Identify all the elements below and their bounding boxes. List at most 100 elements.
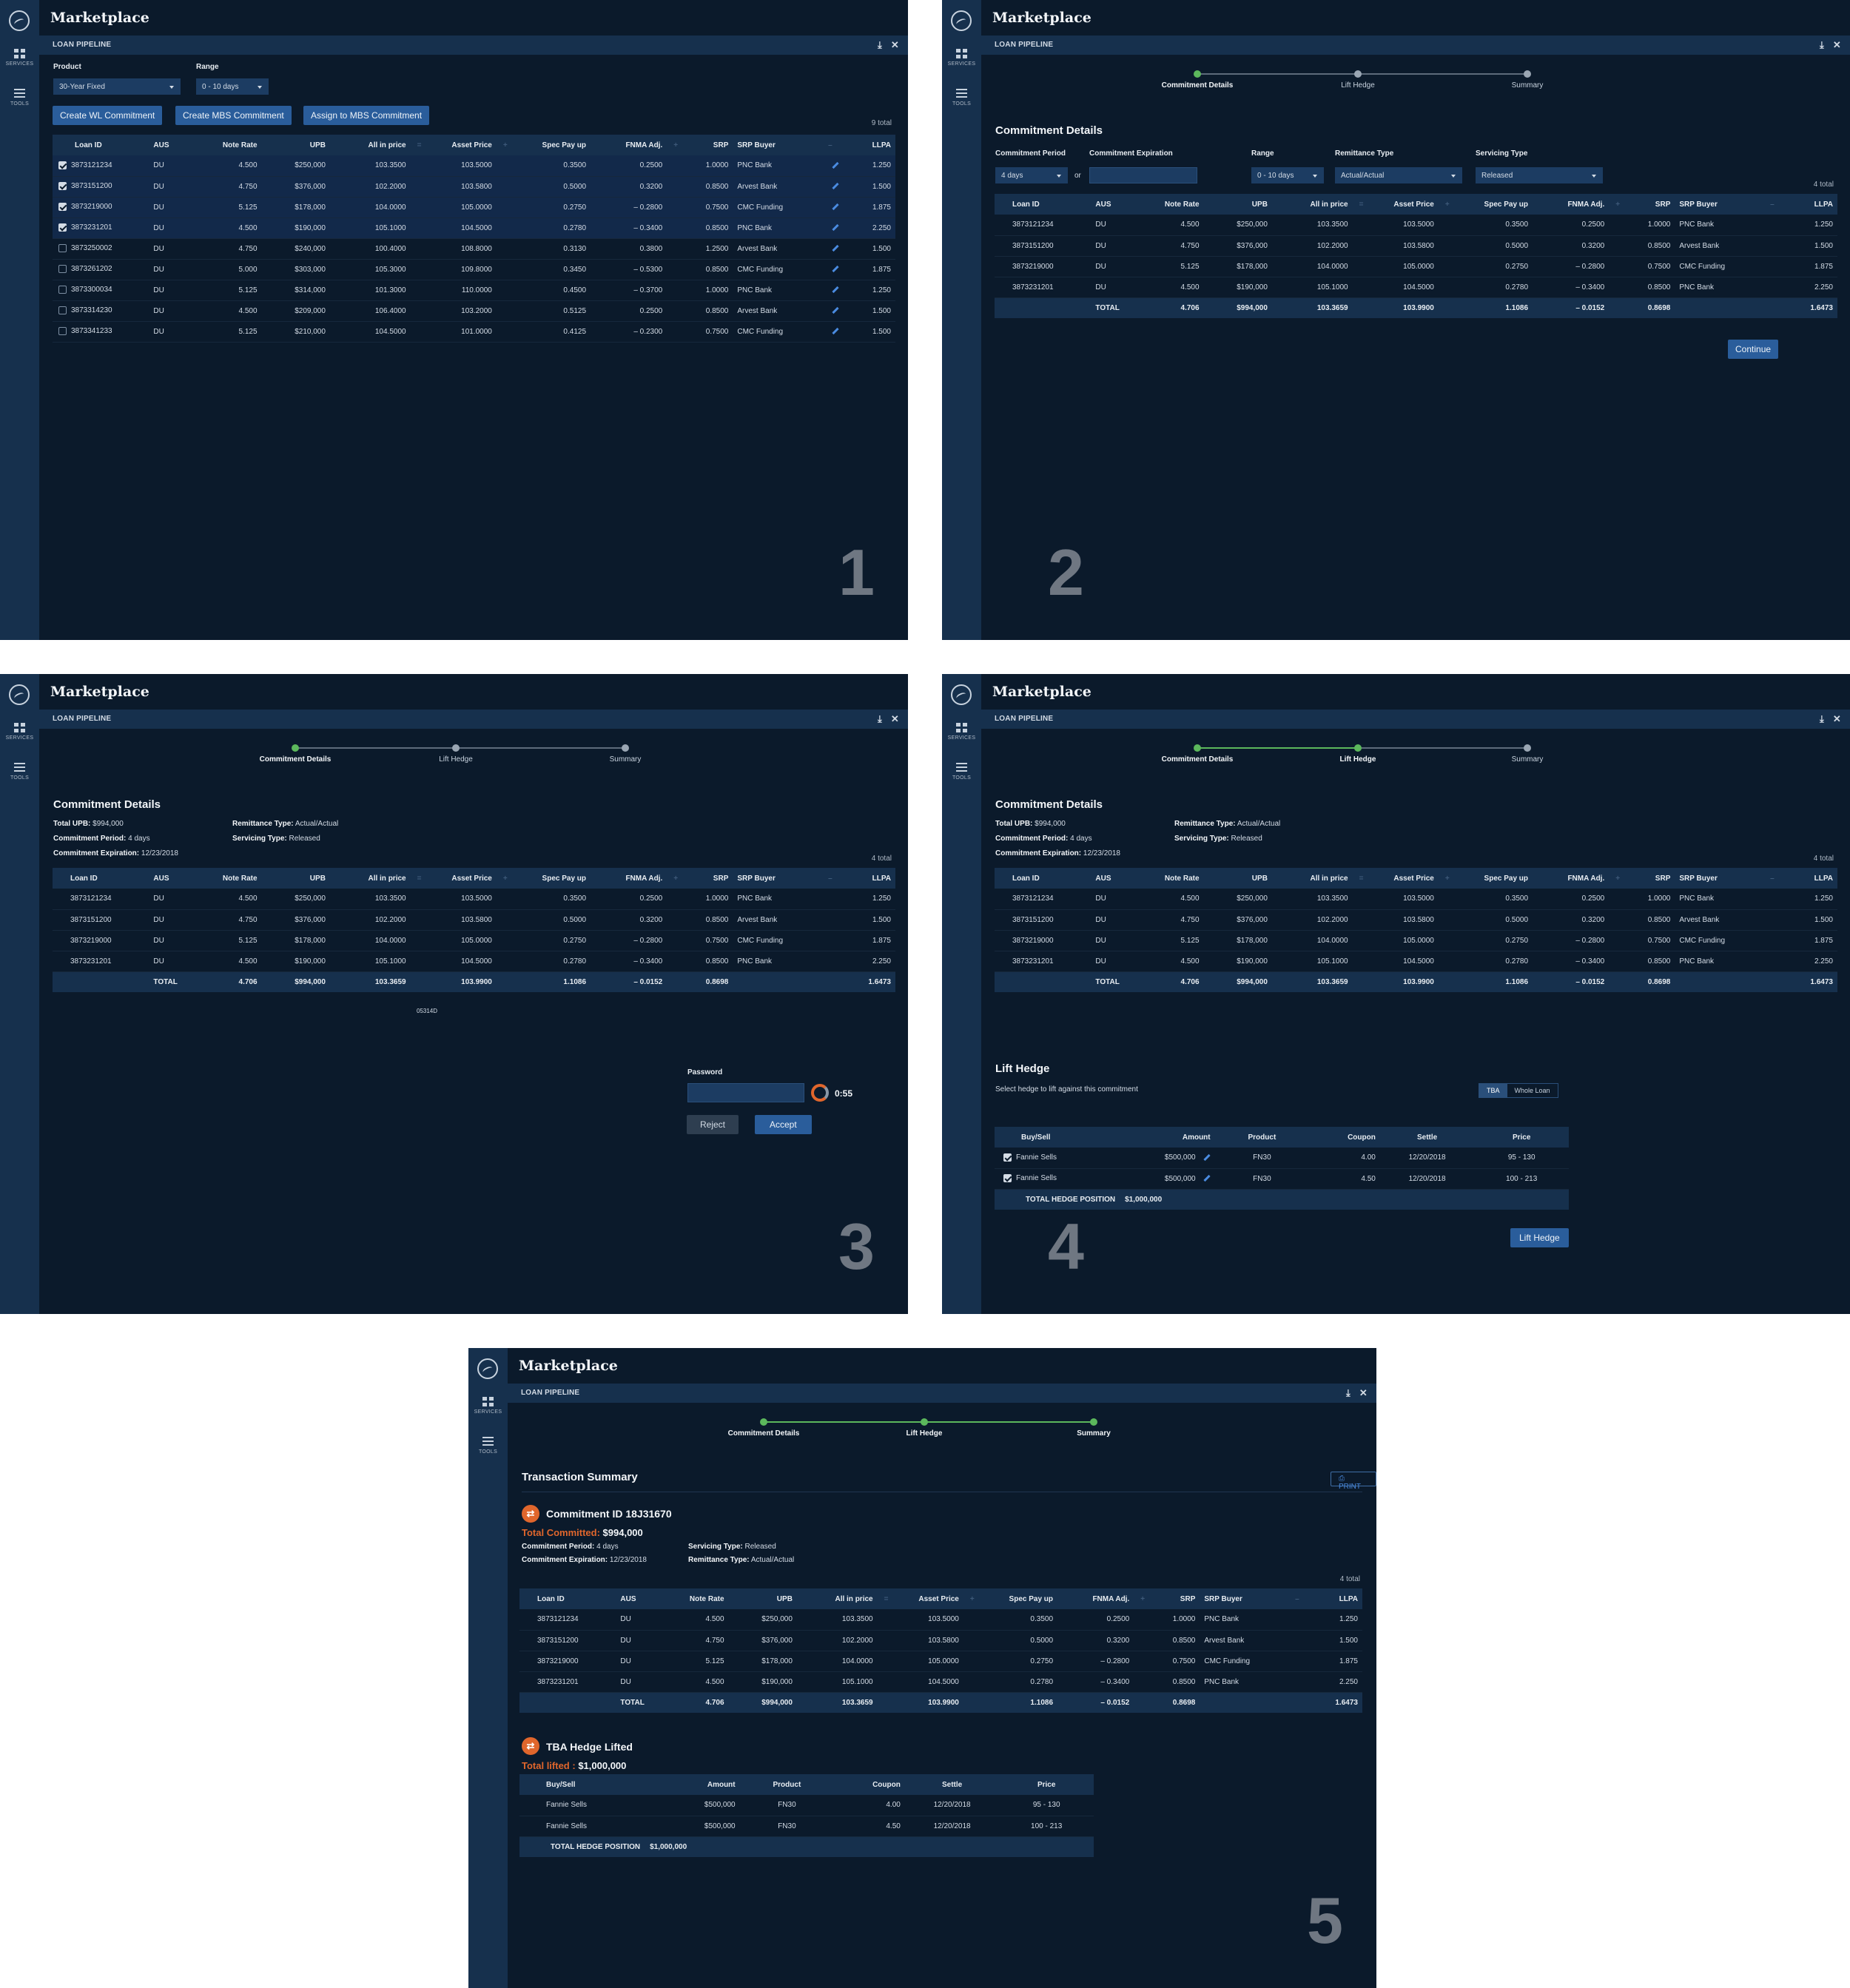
column-header[interactable]: AUS	[149, 135, 194, 155]
step-summary[interactable]: Summary	[1511, 755, 1544, 764]
column-header[interactable]: SRP Buyer	[733, 868, 821, 889]
column-header[interactable]: AUS	[616, 1588, 661, 1609]
table-row[interactable]: 3873300034 DU 5.125 $314,000 101.3000 110.000…	[53, 280, 895, 301]
table-row[interactable]: 3873121234 DU 4.500 $250,000 103.3500 103.500…	[519, 1609, 1362, 1631]
equals-icon[interactable]: =	[1352, 868, 1370, 889]
row-checkbox[interactable]	[58, 203, 67, 212]
table-row[interactable]: 3873121234 DU 4.500 $250,000 103.3500 103.500…	[995, 215, 1837, 236]
services-nav[interactable]: SERVICES	[0, 723, 39, 741]
table-row[interactable]: 3873231201 DU 4.500 $190,000 105.1000 104.500…	[53, 951, 895, 972]
row-checkbox[interactable]	[58, 265, 67, 274]
password-input[interactable]	[687, 1083, 804, 1102]
plus-icon[interactable]: +	[1134, 1588, 1152, 1609]
app-logo-icon[interactable]	[9, 684, 30, 705]
table-row[interactable]: 3873121234 DU 4.500 $250,000 103.3500 103.500…	[53, 155, 895, 177]
table-row[interactable]: 3873219000 DU 5.125 $178,000 104.0000 105.000…	[519, 1651, 1362, 1672]
app-logo-icon[interactable]	[9, 10, 30, 31]
product-select[interactable]: 30-Year Fixed	[53, 78, 181, 95]
step-commitment-details[interactable]: Commitment Details	[1161, 755, 1234, 764]
column-header[interactable]: SRP Buyer	[1675, 868, 1763, 889]
services-nav[interactable]: SERVICES	[0, 49, 39, 67]
column-header[interactable]: Buy/Sell	[995, 1127, 1121, 1148]
plus-icon[interactable]: +	[496, 135, 514, 155]
column-header[interactable]: SRP	[684, 868, 733, 889]
column-header[interactable]: SRP	[1627, 194, 1675, 215]
hedge-row[interactable]: Fannie Sells $500,000 FN30 4.50 12/20/2018 10…	[519, 1816, 1094, 1837]
toggle-tba[interactable]: TBA	[1479, 1084, 1507, 1097]
edit-pencil-icon[interactable]	[832, 245, 839, 252]
continue-button[interactable]: Continue	[1728, 340, 1779, 359]
close-icon[interactable]: ✕	[890, 39, 899, 50]
equals-icon[interactable]: =	[410, 868, 428, 889]
column-header[interactable]: Spec Pay up	[514, 868, 591, 889]
column-header[interactable]: Loan ID	[995, 868, 1092, 889]
table-row[interactable]: 3873219000 DU 5.125 $178,000 104.0000 105.000…	[995, 256, 1837, 277]
table-row[interactable]: 3873314230 DU 4.500 $209,000 106.4000 103.200…	[53, 300, 895, 322]
row-checkbox[interactable]	[58, 161, 67, 170]
column-header[interactable]: Product	[1214, 1127, 1310, 1148]
table-row[interactable]: 3873151200 DU 4.750 $376,000 102.2000 103.580…	[995, 235, 1837, 257]
column-header[interactable]: FNMA Adj.	[1533, 194, 1610, 215]
tools-nav[interactable]: TOOLS	[468, 1437, 508, 1455]
table-row[interactable]: 3873231201 DU 4.500 $190,000 105.1000 104.500…	[53, 218, 895, 239]
table-row[interactable]: 3873151200 DU 4.750 $376,000 102.2000 103.580…	[995, 909, 1837, 931]
plus-icon[interactable]: +	[496, 868, 514, 889]
column-header[interactable]: All in price	[796, 1588, 878, 1609]
plus-icon[interactable]: +	[1609, 868, 1627, 889]
column-header[interactable]: FNMA Adj.	[1057, 1588, 1134, 1609]
column-header[interactable]: Spec Pay up	[980, 1588, 1058, 1609]
column-header[interactable]: SRP Buyer	[1675, 194, 1763, 215]
plus-icon[interactable]: +	[1438, 868, 1456, 889]
column-header[interactable]: Amount	[1120, 1127, 1215, 1148]
column-header[interactable]: SRP Buyer	[1200, 1588, 1288, 1609]
table-row[interactable]: 3873231201 DU 4.500 $190,000 105.1000 104.500…	[995, 277, 1837, 298]
download-icon[interactable]: ⤓	[877, 39, 882, 50]
close-icon[interactable]: ✕	[1832, 713, 1841, 724]
column-header[interactable]: All in price	[1271, 194, 1353, 215]
row-checkbox[interactable]	[1003, 1153, 1012, 1162]
table-row[interactable]: 3873341233 DU 5.125 $210,000 104.5000 101.000…	[53, 321, 895, 343]
column-header[interactable]: SRP	[1151, 1588, 1200, 1609]
column-header[interactable]: Coupon	[834, 1774, 905, 1795]
row-checkbox[interactable]	[58, 244, 67, 253]
edit-pencil-icon[interactable]	[832, 203, 839, 211]
table-row[interactable]: 3873250002 DU 4.750 $240,000 100.4000 108.800…	[53, 238, 895, 260]
minus-icon[interactable]: –	[821, 868, 839, 889]
column-header[interactable]: Spec Pay up	[1456, 194, 1533, 215]
edit-pencil-icon[interactable]	[832, 328, 839, 335]
column-header[interactable]: Note Rate	[1135, 868, 1204, 889]
plus-icon[interactable]: +	[667, 135, 685, 155]
toggle-whole-loan[interactable]: Whole Loan	[1514, 1087, 1550, 1094]
edit-pencil-icon[interactable]	[832, 307, 839, 314]
column-header[interactable]: Loan ID	[519, 1588, 616, 1609]
step-summary[interactable]: Summary	[1077, 1429, 1111, 1438]
close-icon[interactable]: ✕	[890, 713, 899, 724]
column-header[interactable]: Note Rate	[193, 868, 262, 889]
app-logo-icon[interactable]	[951, 10, 972, 31]
accept-button[interactable]: Accept	[755, 1115, 812, 1134]
column-header[interactable]: Asset Price	[1370, 194, 1439, 215]
column-header[interactable]: Asset Price	[428, 135, 497, 155]
services-nav[interactable]: SERVICES	[942, 49, 981, 67]
column-header[interactable]: UPB	[728, 1588, 797, 1609]
step-commitment-details[interactable]: Commitment Details	[1161, 81, 1234, 90]
equals-icon[interactable]: =	[410, 135, 428, 155]
row-checkbox[interactable]	[58, 306, 67, 315]
column-header[interactable]: SRP Buyer	[733, 135, 821, 155]
download-icon[interactable]: ⤓	[1819, 713, 1824, 724]
table-row[interactable]: 3873121234 DU 4.500 $250,000 103.3500 103.500…	[53, 889, 895, 910]
column-header[interactable]: Buy/Sell	[519, 1774, 646, 1795]
step-commitment-details[interactable]: Commitment Details	[259, 755, 332, 764]
tools-nav[interactable]: TOOLS	[0, 89, 39, 107]
column-header[interactable]: SRP	[1627, 868, 1675, 889]
column-header[interactable]: Price	[1474, 1127, 1569, 1148]
column-header[interactable]: LLPA	[1305, 1588, 1362, 1609]
table-row[interactable]: 3873231201 DU 4.500 $190,000 105.1000 104.500…	[519, 1671, 1362, 1693]
download-icon[interactable]: ⤓	[1345, 1387, 1350, 1398]
create-wl-commitment-button[interactable]: Create WL Commitment	[53, 106, 163, 125]
step-commitment-details[interactable]: Commitment Details	[727, 1429, 800, 1438]
services-nav[interactable]: SERVICES	[468, 1397, 508, 1415]
table-row[interactable]: 3873121234 DU 4.500 $250,000 103.3500 103.500…	[995, 889, 1837, 910]
create-mbs-commitment-button[interactable]: Create MBS Commitment	[175, 106, 292, 125]
servicing-select[interactable]: Released	[1476, 167, 1603, 183]
